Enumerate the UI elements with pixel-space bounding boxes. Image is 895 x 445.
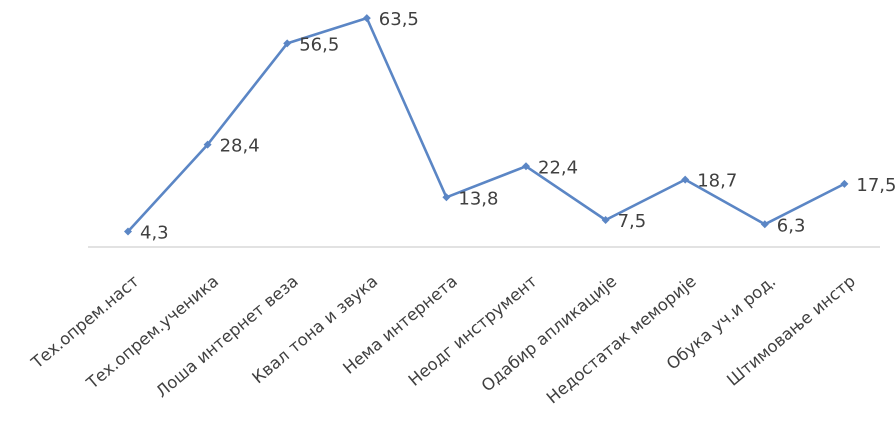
x-tick-label: Недостатак меморије bbox=[543, 272, 700, 408]
x-tick-label: Неодг инструмент bbox=[405, 271, 541, 390]
data-point-marker bbox=[442, 193, 451, 202]
data-point-marker bbox=[601, 215, 610, 224]
data-label: 63,5 bbox=[379, 9, 419, 30]
data-point-marker bbox=[283, 39, 292, 48]
series-line bbox=[127, 16, 845, 233]
data-point-marker bbox=[681, 175, 690, 184]
data-labels: 4,3 28,4 56,5 63,5 13,8 22,4 7,5 18,7 6,3 17,5 bbox=[140, 9, 895, 243]
data-label: 13,8 bbox=[458, 188, 498, 209]
data-label: 7,5 bbox=[618, 211, 647, 232]
data-label: 18,7 bbox=[697, 171, 737, 192]
x-tick-label: Штимовање инстр bbox=[723, 272, 859, 390]
data-label: 56,5 bbox=[299, 34, 339, 55]
data-point-marker bbox=[362, 14, 371, 23]
data-label: 6,3 bbox=[777, 215, 806, 236]
data-label: 4,3 bbox=[140, 223, 169, 244]
data-label: 28,4 bbox=[220, 136, 260, 157]
data-point-marker bbox=[760, 220, 769, 229]
x-tick-label: Лоша интернет веза bbox=[152, 272, 302, 402]
x-tick-label: Одабир апликације bbox=[478, 272, 620, 396]
data-point-marker bbox=[522, 162, 530, 171]
data-label: 17,5 bbox=[856, 175, 895, 196]
data-markers bbox=[124, 14, 849, 236]
x-tick-label: Тех.опрем.ученика bbox=[82, 272, 222, 394]
data-point-marker bbox=[840, 179, 849, 188]
data-point-marker bbox=[203, 140, 212, 149]
data-label: 22,4 bbox=[538, 157, 578, 178]
data-point-marker bbox=[124, 227, 132, 236]
